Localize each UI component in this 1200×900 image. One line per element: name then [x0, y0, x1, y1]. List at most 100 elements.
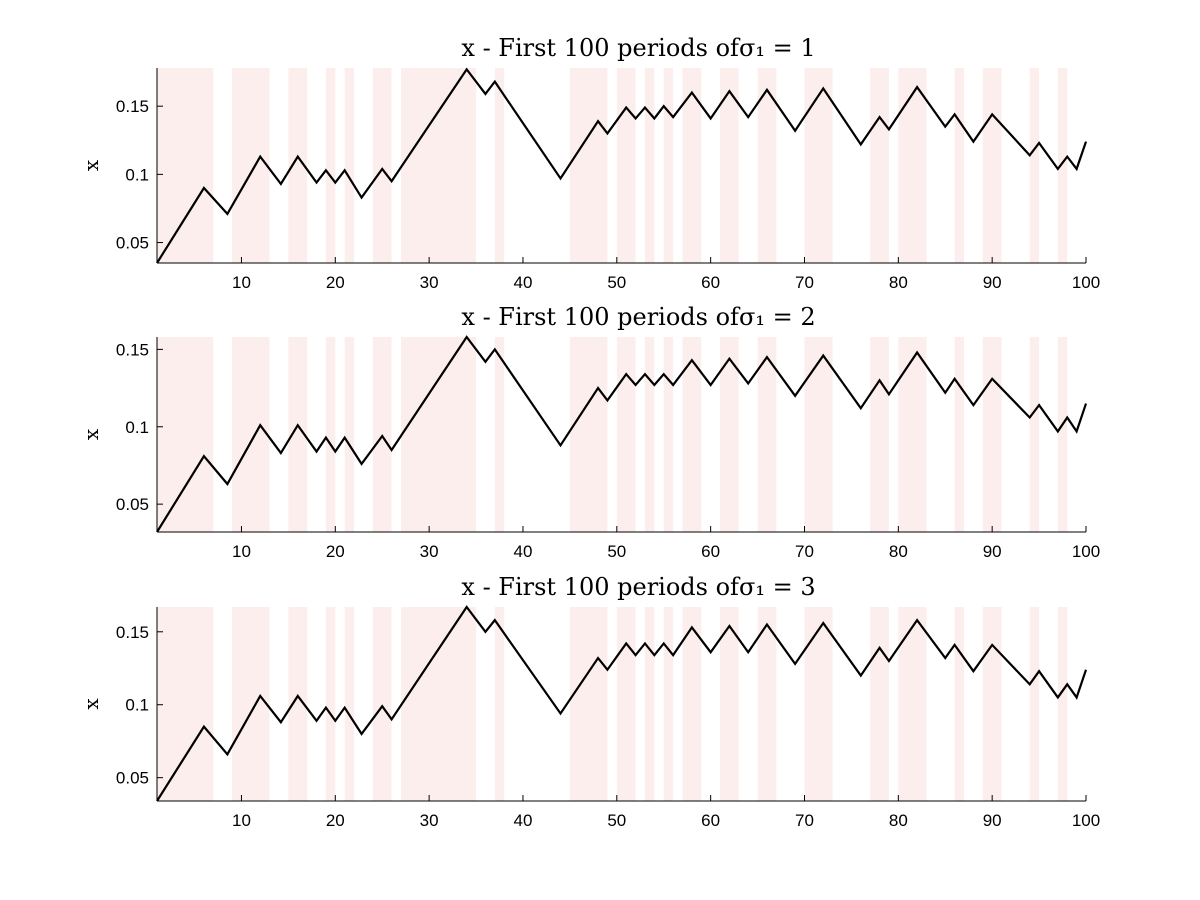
shaded-region [644, 607, 655, 801]
y-axis-label: x [79, 428, 103, 440]
shaded-region [288, 337, 308, 532]
shaded-region [157, 337, 214, 532]
x-tick-label: 80 [889, 273, 908, 292]
x-tick-label: 30 [420, 273, 439, 292]
shaded-region [682, 68, 702, 263]
x-tick-label: 90 [983, 273, 1002, 292]
subplot-title-math: σ₁ = 1 [739, 34, 816, 62]
shaded-region [720, 607, 739, 801]
subplot-title: x - First 100 periods ofσ₁ = 3 [461, 573, 815, 601]
shaded-region [344, 607, 355, 801]
shaded-region [954, 607, 965, 801]
shaded-region [804, 607, 833, 801]
shaded-region [400, 337, 477, 532]
shaded-region [569, 337, 608, 532]
x-tick-label: 40 [514, 542, 533, 561]
shaded-region [372, 68, 392, 263]
subplot-title-math: σ₁ = 3 [739, 573, 816, 601]
shaded-region [616, 337, 636, 532]
y-tick-label: 0.1 [125, 165, 149, 184]
x-tick-label: 50 [607, 273, 626, 292]
x-tick-label: 10 [232, 273, 251, 292]
subplot-3: 10 20 30 40 50 60 70 80 90 100 0.05 0.1 0.15 x x - Fir… [79, 573, 1100, 830]
shaded-region [288, 68, 308, 263]
shaded-region [157, 68, 214, 263]
x-tick-label: 50 [607, 542, 626, 561]
x-tick-label: 80 [889, 811, 908, 830]
shaded-region [720, 68, 739, 263]
x-tick-label: 40 [514, 273, 533, 292]
shaded-region [682, 337, 702, 532]
subplot-title-math: σ₁ = 2 [739, 303, 816, 331]
shaded-region [325, 337, 336, 532]
x-tick-label: 70 [795, 542, 814, 561]
shaded-region [757, 607, 777, 801]
shaded-region [898, 68, 927, 263]
shaded-region [757, 68, 777, 263]
y-tick-label: 0.1 [125, 696, 149, 715]
shaded-region [569, 68, 608, 263]
shaded-region [982, 607, 1002, 801]
x-tick-label: 70 [795, 811, 814, 830]
x-tick-label: 90 [983, 542, 1002, 561]
shaded-region [1029, 607, 1040, 801]
y-tick-label: 0.15 [116, 623, 149, 642]
shaded-region [400, 68, 477, 263]
shaded-region [720, 337, 739, 532]
shaded-region [1057, 337, 1068, 532]
shaded-region [325, 607, 336, 801]
shaded-region [870, 337, 889, 532]
series-line [156, 67, 1088, 264]
shaded-region [288, 607, 308, 801]
shaded-region [1057, 68, 1068, 263]
shaded-region [1029, 337, 1040, 532]
x-tick-label: 70 [795, 273, 814, 292]
shaded-region [682, 607, 702, 801]
shaded-region [898, 337, 927, 532]
shaded-region [954, 337, 965, 532]
y-axis-label: x [79, 698, 103, 710]
x-tick-label: 10 [232, 542, 251, 561]
subplot-2: 10 20 30 40 50 60 70 80 90 100 0.05 0.1 0.15 x x - Fir… [79, 303, 1100, 561]
shaded-region [232, 68, 270, 263]
subplot-title: x - First 100 periods ofσ₁ = 1 [461, 34, 815, 62]
shaded-region [372, 607, 392, 801]
x-tick-label: 90 [983, 811, 1002, 830]
shaded-region [325, 68, 336, 263]
shaded-region [804, 337, 833, 532]
x-tick-label: 100 [1072, 811, 1100, 830]
shaded-region [494, 337, 505, 532]
x-tick-label: 50 [607, 811, 626, 830]
shaded-region [1057, 607, 1068, 801]
subplot-title: x - First 100 periods ofσ₁ = 2 [461, 303, 815, 331]
shaded-region [870, 68, 889, 263]
shaded-region [954, 68, 965, 263]
shaded-region [982, 68, 1002, 263]
shaded-region [644, 337, 655, 532]
shaded-region [616, 68, 636, 263]
shaded-region [344, 337, 355, 532]
x-tick-label: 20 [326, 542, 345, 561]
shaded-region [870, 607, 889, 801]
shaded-region [804, 68, 833, 263]
x-tick-label: 20 [326, 811, 345, 830]
shaded-region [616, 607, 636, 801]
shaded-region [757, 337, 777, 532]
y-tick-label: 0.05 [116, 769, 149, 788]
shaded-region [494, 68, 505, 263]
x-tick-label: 60 [701, 542, 720, 561]
x-tick-label: 100 [1072, 542, 1100, 561]
series-line [156, 335, 1088, 533]
x-tick-label: 60 [701, 273, 720, 292]
shaded-region [232, 337, 270, 532]
x-tick-label: 20 [326, 273, 345, 292]
y-tick-label: 0.15 [116, 340, 149, 359]
shaded-region [569, 607, 608, 801]
x-tick-label: 80 [889, 542, 908, 561]
shaded-region [157, 607, 214, 801]
shaded-region [1029, 68, 1040, 263]
shaded-region [494, 607, 505, 801]
shaded-region [644, 68, 655, 263]
shaded-region [663, 68, 674, 263]
